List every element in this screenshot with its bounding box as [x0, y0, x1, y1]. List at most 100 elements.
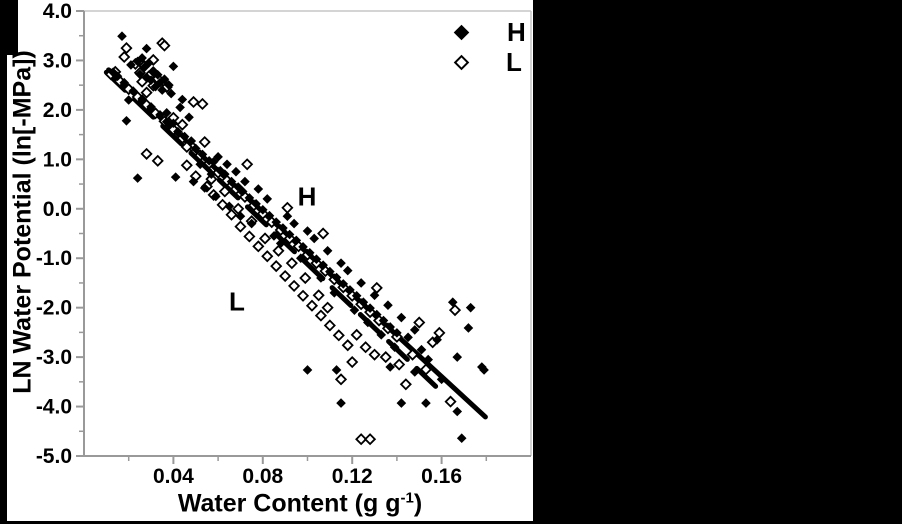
data-point-h	[269, 231, 279, 241]
y-tick-label: -5.0	[36, 445, 72, 468]
y-tick-labels: 4.0 3.0 2.0 1.0 0.0 -1.0 -2.0 -3.0 -4.0 -5.0	[36, 0, 72, 468]
data-point-h	[465, 302, 476, 313]
legend: H L	[453, 17, 526, 77]
data-point-h	[338, 279, 349, 289]
data-point-h	[141, 43, 152, 54]
data-point-h	[231, 166, 241, 177]
data-point-h	[345, 285, 355, 295]
data-point-h	[369, 290, 380, 301]
x-tick-label: 0.08	[242, 465, 283, 488]
data-point-h	[409, 367, 420, 377]
y-tick-label: -2.0	[36, 297, 72, 320]
plot-frame	[84, 10, 532, 456]
data-point-h	[389, 342, 400, 353]
y-axis-title: LN Water Potential (ln[-MPa])	[8, 50, 37, 394]
data-point-h	[137, 53, 147, 63]
data-point-l	[312, 289, 325, 302]
data-point-h	[463, 323, 474, 333]
data-point-h	[421, 398, 431, 408]
data-point-h	[237, 186, 248, 197]
data-point-l	[334, 373, 348, 386]
data-point-h	[311, 254, 322, 265]
data-point-h	[146, 102, 156, 112]
data-point-h	[117, 31, 127, 42]
data-point-h	[220, 169, 230, 179]
data-point-h	[246, 218, 257, 229]
data-point-h	[295, 253, 306, 264]
legend-entry-l: L	[453, 47, 526, 77]
data-point-h	[298, 242, 308, 252]
annotation-l: L	[229, 286, 245, 317]
black-corner-patch	[0, 0, 18, 55]
data-point-h	[112, 71, 123, 82]
data-point-l	[406, 348, 419, 361]
data-point-h	[211, 191, 221, 202]
data-point-l	[299, 271, 312, 285]
x-tick-label: 0.12	[332, 465, 373, 488]
data-point-l	[261, 250, 274, 263]
data-point-l	[140, 86, 153, 99]
x-axis-title-superscript: -1	[400, 489, 414, 507]
data-point-h	[351, 291, 362, 301]
data-point-h	[479, 365, 489, 375]
data-point-h	[456, 433, 467, 443]
data-point-h	[316, 273, 326, 283]
data-point-h	[132, 173, 143, 183]
data-point-l	[332, 329, 345, 342]
data-point-h	[365, 303, 375, 313]
annotation-h: H	[297, 181, 317, 212]
data-point-h	[155, 110, 165, 120]
data-point-l	[272, 244, 285, 257]
data-point-h	[177, 94, 188, 105]
data-point-h	[371, 309, 382, 320]
data-point-l	[296, 289, 310, 302]
data-point-h	[161, 108, 172, 118]
data-point-l	[243, 230, 256, 243]
data-point-h	[262, 194, 273, 204]
data-point-l	[323, 319, 336, 332]
data-point-l	[288, 279, 301, 292]
data-point-h	[251, 199, 261, 209]
legend-label-l: L	[506, 47, 522, 77]
data-point-h	[264, 210, 275, 221]
data-point-l	[317, 227, 330, 240]
data-point-h	[477, 362, 487, 372]
data-point-h	[447, 297, 458, 308]
black-bottom-bar	[0, 521, 533, 524]
data-point-l	[176, 118, 189, 131]
data-point-h	[215, 165, 226, 176]
data-point-l	[234, 220, 247, 233]
data-point-l	[448, 304, 462, 317]
data-point-h	[168, 61, 179, 72]
data-point-l	[364, 433, 377, 446]
data-point-l	[379, 351, 392, 364]
data-point-l	[216, 198, 229, 211]
data-point-h	[166, 88, 176, 99]
data-point-h	[331, 272, 342, 283]
data-point-h	[302, 365, 313, 375]
data-point-h	[336, 398, 346, 408]
data-point-h	[318, 260, 328, 270]
y-tick-label: -4.0	[36, 396, 72, 419]
data-point-h	[271, 217, 282, 227]
data-point-h	[322, 246, 333, 256]
data-point-l	[355, 433, 368, 446]
data-point-h	[139, 62, 150, 73]
data-point-l	[118, 50, 131, 64]
data-point-l	[393, 358, 406, 371]
data-point-h	[282, 211, 293, 221]
data-point-h	[284, 229, 295, 240]
y-tick-label: 2.0	[43, 99, 72, 122]
data-point-l	[167, 123, 180, 136]
data-point-h	[175, 102, 185, 113]
data-point-h	[358, 297, 369, 308]
data-point-l	[279, 269, 292, 283]
data-point-h	[152, 69, 163, 80]
data-point-h	[342, 265, 353, 276]
data-point-l	[419, 363, 433, 376]
data-point-h	[224, 201, 235, 212]
data-point-h	[336, 258, 346, 268]
data-point-h	[199, 183, 210, 193]
data-point-h	[121, 115, 132, 126]
data-point-h	[452, 352, 463, 362]
